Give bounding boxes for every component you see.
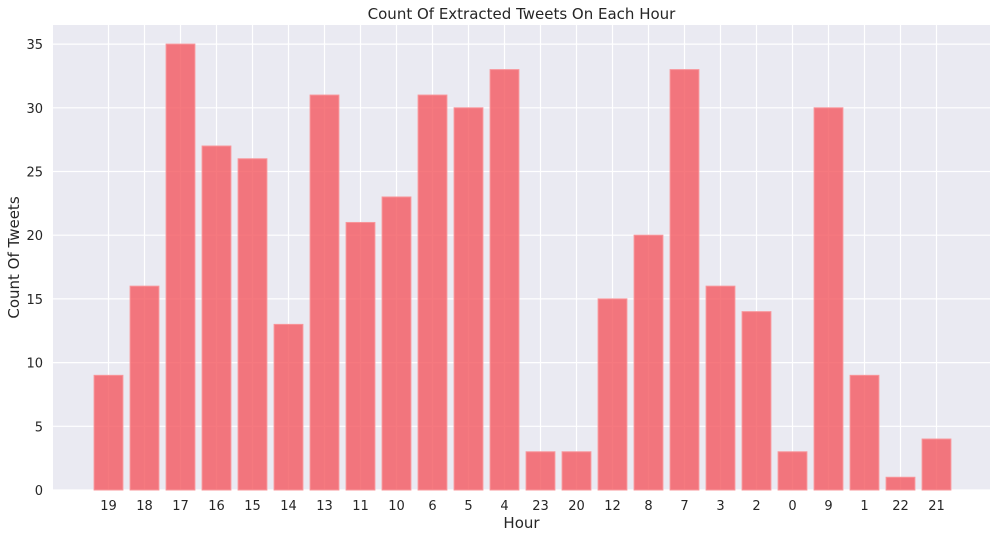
x-tick-label: 3: [716, 499, 724, 514]
bar-hour-20: [561, 451, 592, 491]
x-tick-label: 9: [824, 499, 832, 514]
bar-hour-2: [741, 311, 772, 491]
bar-hour-3: [705, 285, 736, 491]
bar-hour-1: [849, 374, 880, 491]
bar-hour-12: [597, 298, 628, 491]
x-tick-label: 7: [680, 499, 688, 514]
bar-hour-7: [669, 69, 700, 491]
x-tick-label: 14: [280, 499, 297, 514]
bar-hour-5: [453, 107, 484, 491]
bar-hour-13: [309, 94, 340, 491]
y-axis-label: Count Of Tweets: [5, 196, 23, 318]
x-tick-label: 10: [388, 499, 405, 514]
x-tick-label: 23: [532, 499, 549, 514]
bar-hour-6: [417, 94, 448, 491]
chart-title: Count Of Extracted Tweets On Each Hour: [368, 5, 677, 23]
x-tick-label: 15: [244, 499, 261, 514]
y-tick-label: 15: [26, 293, 43, 308]
x-tick-label: 6: [428, 499, 436, 514]
x-axis-label: Hour: [503, 514, 540, 532]
bar-hour-23: [525, 451, 556, 491]
bars: [93, 43, 952, 491]
y-tick-label: 0: [35, 484, 43, 499]
x-tick-label: 1: [860, 499, 868, 514]
y-tick-label: 5: [35, 420, 43, 435]
x-tick-label: 13: [316, 499, 333, 514]
bar-hour-8: [633, 234, 664, 491]
x-tick-label: 21: [928, 499, 945, 514]
x-tick-label: 4: [500, 499, 508, 514]
x-tick-label: 16: [208, 499, 225, 514]
x-tick-labels: 19 18 17 16 15 14 13 11 10 6 5 4 23 20 12 8 7 3 2 0 9 1 22 21: [100, 499, 945, 514]
y-tick-label: 20: [26, 229, 43, 244]
x-tick-label: 17: [172, 499, 189, 514]
bar-hour-16: [201, 145, 232, 491]
bar-hour-19: [93, 374, 124, 491]
x-tick-label: 22: [892, 499, 909, 514]
bar-hour-0: [777, 451, 808, 491]
y-tick-label: 30: [26, 102, 43, 117]
x-tick-label: 2: [752, 499, 760, 514]
x-tick-label: 0: [788, 499, 796, 514]
bar-hour-9: [813, 107, 844, 491]
y-tick-label: 25: [26, 166, 43, 181]
x-tick-label: 20: [568, 499, 585, 514]
x-tick-label: 11: [352, 499, 369, 514]
x-tick-label: 8: [644, 499, 652, 514]
y-tick-label: 10: [26, 357, 43, 372]
bar-hour-14: [273, 323, 304, 491]
bar-hour-4: [489, 69, 520, 491]
bar-hour-15: [237, 158, 268, 491]
bar-hour-21: [921, 438, 952, 491]
x-tick-label: 19: [100, 499, 117, 514]
x-tick-label: 5: [464, 499, 472, 514]
bar-hour-18: [129, 285, 160, 491]
bar-hour-17: [165, 43, 196, 491]
y-tick-labels: 0 5 10 15 20 25 30 35: [26, 38, 43, 499]
x-tick-label: 18: [136, 499, 153, 514]
bar-hour-11: [345, 221, 376, 491]
bar-hour-22: [885, 476, 916, 491]
y-tick-label: 35: [26, 38, 43, 53]
bar-hour-10: [381, 196, 412, 491]
x-tick-label: 12: [604, 499, 621, 514]
